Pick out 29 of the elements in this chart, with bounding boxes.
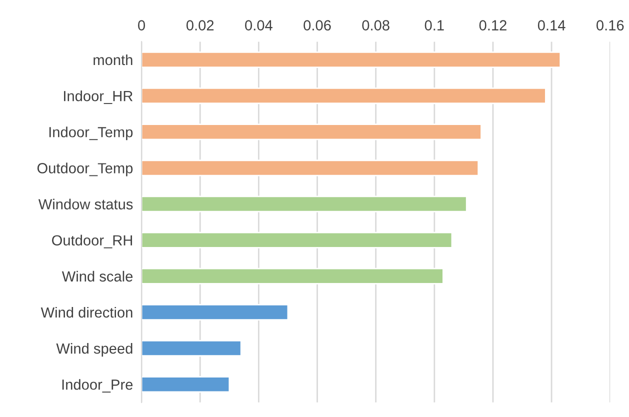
y-tick-label: Wind speed (56, 343, 132, 357)
y-tick-label: Window status (38, 198, 133, 210)
y-tick-label: Indoor_Temp (49, 126, 133, 140)
y-tick-label: Outdoor_RH (52, 234, 132, 248)
x-tick-label: 0.08 (362, 20, 390, 30)
bar (142, 268, 444, 284)
x-tick-label: 0 (138, 20, 146, 30)
y-tick-label: month (94, 54, 132, 66)
y-tick-label: Outdoor_Temp (37, 162, 133, 176)
bar (142, 196, 468, 212)
bar (142, 340, 242, 357)
bar (142, 304, 289, 320)
bar (142, 376, 230, 393)
y-tick-label: Indoor_HR (64, 90, 133, 104)
x-tick-label: 0.14 (538, 20, 566, 30)
x-tick-label: 0.1 (424, 20, 444, 30)
x-tick-label: 0.06 (304, 20, 331, 30)
bar (142, 51, 562, 68)
bar (142, 88, 546, 104)
x-tick-label: 0.04 (245, 20, 272, 30)
bar (142, 124, 482, 140)
bar (142, 160, 480, 176)
y-tick-label: Indoor_Pre (62, 379, 133, 393)
x-tick-label: 0.12 (479, 20, 506, 30)
x-tick-label: 0.16 (596, 20, 624, 30)
x-tick-label: 0.02 (186, 20, 214, 30)
y-tick-label: Wind direction (40, 306, 132, 318)
bar (142, 232, 453, 248)
y-tick-label: Wind scale (62, 270, 133, 282)
